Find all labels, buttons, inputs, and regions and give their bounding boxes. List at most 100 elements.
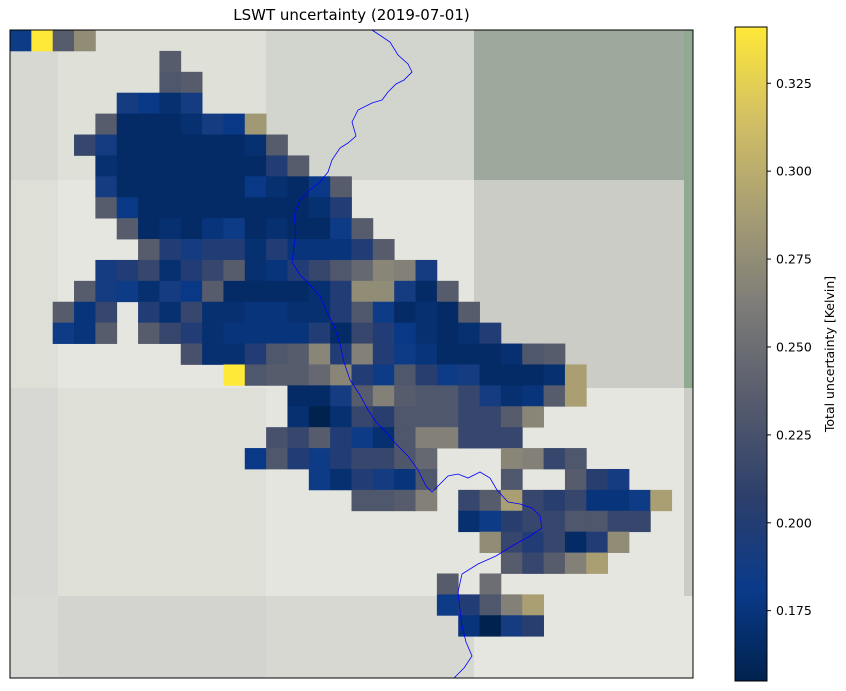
heatmap-cell (522, 343, 544, 365)
bg-tile (10, 388, 58, 596)
heatmap-cell (287, 343, 310, 365)
heatmap-cell (351, 343, 374, 365)
heatmap-cell (308, 176, 331, 198)
heatmap-cell (330, 406, 352, 428)
heatmap-cell (52, 30, 75, 52)
heatmap-cell (116, 197, 139, 219)
heatmap-cell (564, 385, 587, 407)
heatmap-cell (372, 364, 395, 386)
heatmap-cell (372, 468, 395, 491)
plot-frame (9, 29, 694, 679)
heatmap-cell (330, 197, 352, 219)
heatmap-cell (458, 489, 480, 512)
heatmap-cell (564, 364, 587, 386)
heatmap-cell (564, 468, 587, 491)
heatmap-cell (180, 322, 203, 344)
heatmap-cell (202, 322, 224, 344)
heatmap-cell (415, 364, 438, 386)
heatmap-cell (180, 113, 203, 135)
heatmap-cell (180, 197, 203, 219)
heatmap-cell (138, 301, 160, 324)
heatmap-cell (330, 385, 352, 407)
heatmap-cell (543, 364, 566, 386)
heatmap-cell (95, 322, 118, 344)
heatmap-cell (74, 30, 96, 52)
heatmap-cell (436, 594, 459, 616)
heatmap-cell (500, 343, 523, 365)
heatmap-cell (351, 489, 374, 512)
heatmap-cell (159, 301, 182, 324)
heatmap-cell (244, 155, 267, 177)
heatmap-cell (479, 615, 502, 637)
heatmap-cell (308, 364, 331, 386)
heatmap-cell (266, 280, 288, 303)
heatmap-cell (436, 322, 459, 344)
heatmap-cell (138, 218, 160, 240)
heatmap-cell (180, 92, 203, 115)
heatmap-cell (223, 239, 246, 261)
heatmap-cell (394, 343, 416, 365)
heatmap-cell (522, 510, 544, 533)
heatmap-cell (202, 113, 224, 135)
heatmap-cell (159, 134, 182, 156)
heatmap-cell (308, 197, 331, 219)
heatmap-cell (394, 364, 416, 386)
heatmap-cell (159, 155, 182, 177)
heatmap-cell (394, 406, 416, 428)
heatmap-cell (586, 489, 609, 512)
bg-tile (10, 180, 58, 388)
heatmap-cell (95, 113, 118, 135)
heatmap-cell (244, 259, 267, 282)
heatmap-cell (180, 259, 203, 282)
heatmap-cell (266, 218, 288, 240)
heatmap-cell (287, 301, 310, 324)
heatmap-cell (543, 343, 566, 365)
heatmap-cell (500, 594, 523, 616)
heatmap-cell (244, 280, 267, 303)
heatmap-cell (116, 155, 139, 177)
heatmap-cell (351, 239, 374, 261)
heatmap-cell (287, 406, 310, 428)
heatmap-cell (180, 155, 203, 177)
heatmap-cell (607, 468, 630, 491)
heatmap-cell (522, 615, 544, 637)
heatmap-cell (138, 280, 160, 303)
bg-tile (10, 30, 58, 180)
bg-tile (10, 596, 58, 678)
heatmap-cell (351, 427, 374, 449)
heatmap-cell (223, 218, 246, 240)
bg-tile (684, 388, 693, 596)
heatmap-cell (564, 489, 587, 512)
heatmap-cell (95, 197, 118, 219)
heatmap-cell (500, 448, 523, 470)
heatmap-cell (372, 280, 395, 303)
heatmap-cell (436, 427, 459, 449)
heatmap-cell (394, 301, 416, 324)
heatmap-cell (351, 322, 374, 344)
heatmap-cell (479, 406, 502, 428)
heatmap-cell (351, 468, 374, 491)
heatmap-cell (372, 239, 395, 261)
heatmap-cell (116, 134, 139, 156)
heatmap-cell (372, 301, 395, 324)
heatmap-cell (394, 427, 416, 449)
bg-tile (266, 30, 474, 180)
heatmap-cell (330, 427, 352, 449)
heatmap-cell (479, 531, 502, 553)
heatmap-cell (628, 510, 651, 533)
heatmap-cell (266, 322, 288, 344)
heatmap-cell (415, 427, 438, 449)
heatmap-cell (244, 218, 267, 240)
heatmap-cell (372, 322, 395, 344)
heatmap-cell (202, 280, 224, 303)
heatmap-cell (244, 364, 267, 386)
heatmap-cell (95, 134, 118, 156)
heatmap-cell (159, 239, 182, 261)
heatmap-cell (458, 406, 480, 428)
heatmap-cell (159, 92, 182, 115)
heatmap-cell (202, 134, 224, 156)
heatmap-cell (159, 218, 182, 240)
heatmap-cell (628, 489, 651, 512)
heatmap-cell (458, 510, 480, 533)
heatmap-cell (138, 176, 160, 198)
